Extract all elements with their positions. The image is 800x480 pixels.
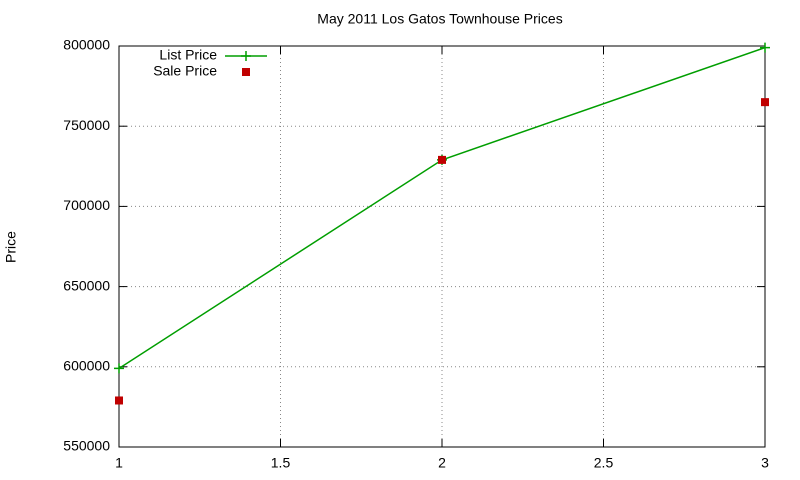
y-tick-label: 750000 bbox=[63, 117, 110, 133]
x-tick-label: 1.5 bbox=[271, 455, 291, 471]
point-marker bbox=[761, 98, 769, 107]
legend-label: Sale Price bbox=[153, 63, 217, 79]
point-marker bbox=[760, 42, 770, 53]
legend-marker bbox=[242, 68, 250, 76]
x-tick-label: 3 bbox=[761, 455, 769, 471]
y-tick-label: 650000 bbox=[63, 277, 110, 293]
y-tick-label: 700000 bbox=[63, 197, 110, 213]
point-marker bbox=[114, 363, 124, 374]
point-marker bbox=[115, 396, 123, 405]
plot-border bbox=[118, 45, 766, 448]
x-tick-label: 2.5 bbox=[594, 455, 614, 471]
point-marker bbox=[438, 155, 446, 164]
legend-label: List Price bbox=[159, 47, 217, 63]
series-line bbox=[118, 46, 766, 370]
y-axis-label: Price bbox=[3, 231, 19, 263]
y-tick-label: 600000 bbox=[63, 358, 110, 374]
y-tick-label: 800000 bbox=[63, 37, 110, 53]
x-tick-label: 2 bbox=[438, 455, 446, 471]
chart-title: May 2011 Los Gatos Townhouse Prices bbox=[317, 11, 562, 27]
legend-marker bbox=[241, 51, 251, 61]
x-tick-label: 1 bbox=[115, 455, 123, 471]
y-tick-label: 550000 bbox=[63, 438, 110, 454]
